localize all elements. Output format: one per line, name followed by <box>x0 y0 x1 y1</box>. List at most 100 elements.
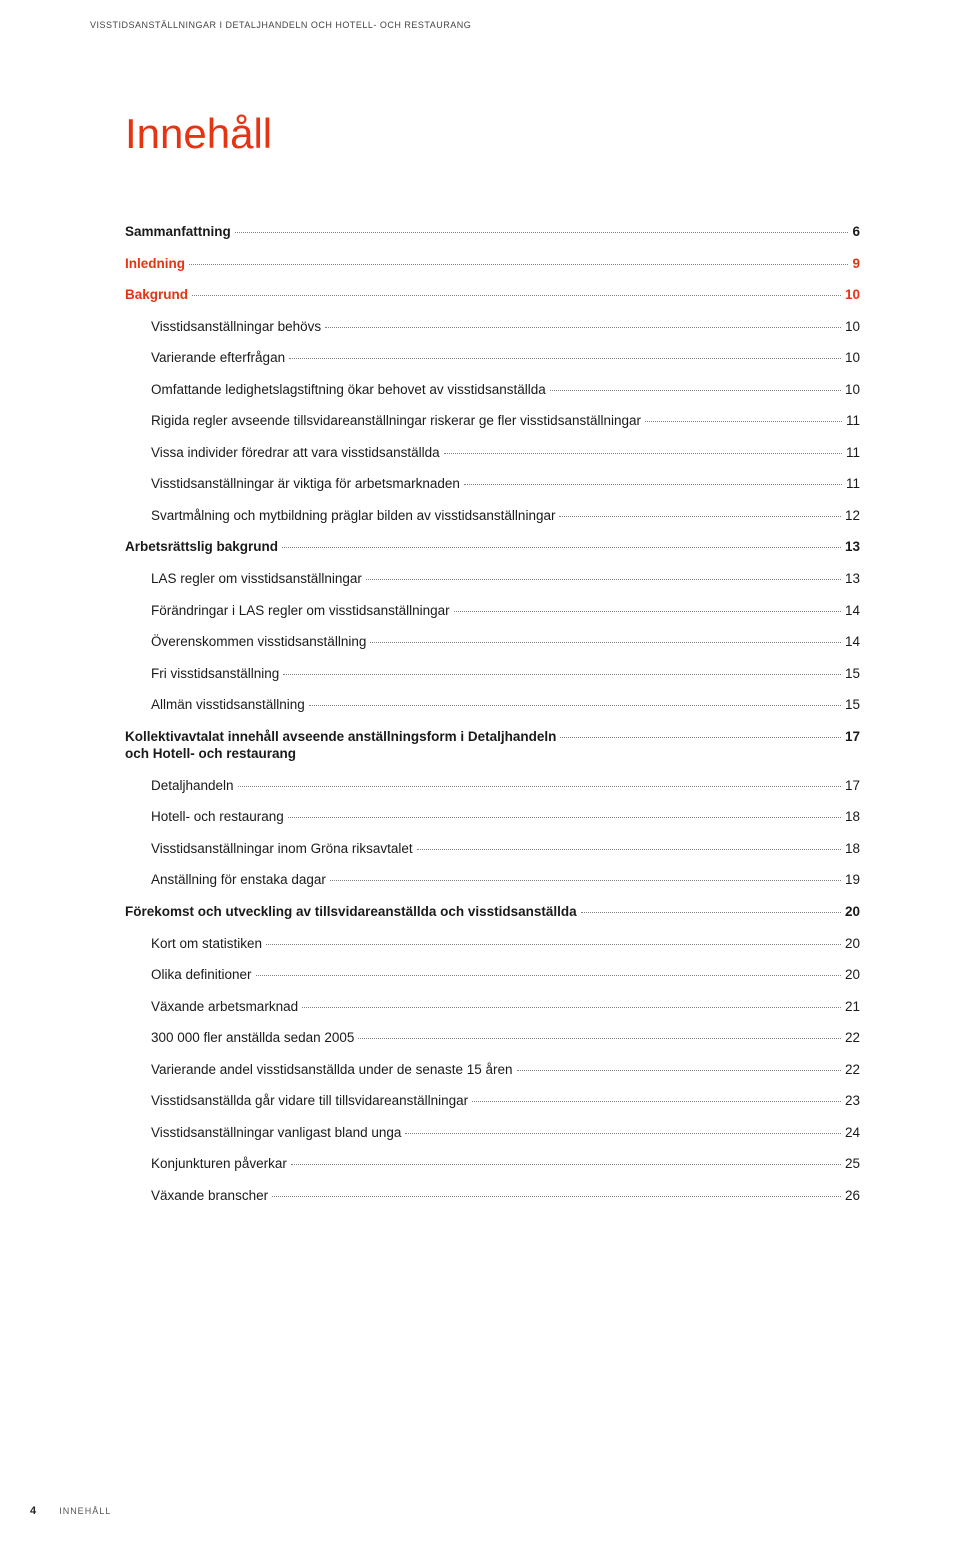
toc-entry: Växande arbetsmarknad 21 <box>125 998 860 1016</box>
toc-leader <box>291 1164 841 1165</box>
toc-entry: Vissa individer föredrar att vara vissti… <box>125 444 860 462</box>
toc-label: Varierande andel visstidsanställda under… <box>151 1061 513 1079</box>
toc-entry: 300 000 fler anställda sedan 200522 <box>125 1029 860 1047</box>
toc-label: Allmän visstidsanställning <box>151 696 305 714</box>
toc-entry: Överenskommen visstidsanställning 14 <box>125 633 860 651</box>
toc-label: Fri visstidsanställning <box>151 665 279 683</box>
toc-page-number: 22 <box>845 1029 860 1047</box>
toc-leader <box>289 358 841 359</box>
toc-page-number: 14 <box>845 633 860 651</box>
toc-page-number: 13 <box>845 538 860 556</box>
toc-label: LAS regler om visstidsanställningar <box>151 570 362 588</box>
toc-page-number: 11 <box>846 412 860 430</box>
toc-page-number: 21 <box>845 998 860 1016</box>
toc-leader <box>444 453 842 454</box>
toc-label: Kort om statistiken <box>151 935 262 953</box>
toc-entry: Varierande efterfrågan 10 <box>125 349 860 367</box>
toc-leader <box>517 1070 841 1071</box>
toc-leader <box>417 849 841 850</box>
toc-page-number: 20 <box>845 935 860 953</box>
toc-entry: Omfattande ledighetslagstiftning ökar be… <box>125 381 860 399</box>
toc-page-number: 13 <box>845 570 860 588</box>
toc-page-number: 23 <box>845 1092 860 1110</box>
page-footer: 4 INNEHÅLL <box>30 1505 111 1517</box>
toc-leader <box>266 944 841 945</box>
toc-leader <box>581 912 841 913</box>
toc-label: Hotell- och restaurang <box>151 808 284 826</box>
footer-label: INNEHÅLL <box>59 1506 111 1516</box>
toc-entry: Hotell- och restaurang 18 <box>125 808 860 826</box>
toc-leader <box>559 516 841 517</box>
toc-page-number: 10 <box>845 381 860 399</box>
toc-entry: Anställning för enstaka dagar19 <box>125 871 860 889</box>
toc-label: Bakgrund <box>125 286 188 304</box>
toc-leader <box>464 484 842 485</box>
toc-label: Växande arbetsmarknad <box>151 998 298 1016</box>
toc-label: Överenskommen visstidsanställning <box>151 633 366 651</box>
toc-page-number: 12 <box>845 507 860 525</box>
page: VISSTIDSANSTÄLLNINGAR I DETALJHANDELN OC… <box>0 0 960 1249</box>
toc-label: Konjunkturen påverkar <box>151 1155 287 1173</box>
toc-leader <box>189 264 848 265</box>
toc-label: Visstidsanställningar inom Gröna riksavt… <box>151 840 413 858</box>
toc-label: Förändringar i LAS regler om visstidsans… <box>151 602 450 620</box>
toc-entry: Visstidsanställda går vidare till tillsv… <box>125 1092 860 1110</box>
toc-entry: Arbetsrättslig bakgrund 13 <box>125 538 860 556</box>
toc-label: Visstidsanställningar behövs <box>151 318 321 336</box>
toc-page-number: 22 <box>845 1061 860 1079</box>
toc-entry: Visstidsanställningar inom Gröna riksavt… <box>125 840 860 858</box>
toc-label: Omfattande ledighetslagstiftning ökar be… <box>151 381 546 399</box>
toc-page-number: 17 <box>845 728 860 746</box>
toc-label: Arbetsrättslig bakgrund <box>125 538 278 556</box>
toc-entry: Bakgrund10 <box>125 286 860 304</box>
toc-label: Visstidsanställningar vanligast bland un… <box>151 1124 401 1142</box>
toc-label: Växande branscher <box>151 1187 268 1205</box>
toc-page-number: 10 <box>845 318 860 336</box>
toc-page-number: 18 <box>845 808 860 826</box>
page-title: Innehåll <box>125 110 870 158</box>
toc-page-number: 20 <box>845 966 860 984</box>
toc-leader <box>302 1007 841 1008</box>
toc-label: Detaljhandeln <box>151 777 234 795</box>
toc-entry: Visstidsanställningar vanligast bland un… <box>125 1124 860 1142</box>
toc-page-number: 24 <box>845 1124 860 1142</box>
toc-leader <box>256 975 841 976</box>
toc-leader <box>325 327 841 328</box>
toc-label: Rigida regler avseende tillsvidareanstäl… <box>151 412 641 430</box>
toc-entry: Visstidsanställningar behövs 10 <box>125 318 860 336</box>
toc-label: Svartmålning och mytbildning präglar bil… <box>151 507 555 525</box>
toc-label: Kollektivavtalat innehåll avseende anstä… <box>125 728 556 763</box>
toc-page-number: 10 <box>845 349 860 367</box>
toc-leader <box>235 232 849 233</box>
toc-page-number: 14 <box>845 602 860 620</box>
toc-leader <box>288 817 841 818</box>
toc-entry: Kort om statistiken 20 <box>125 935 860 953</box>
running-header: VISSTIDSANSTÄLLNINGAR I DETALJHANDELN OC… <box>90 20 870 30</box>
toc-leader <box>366 579 841 580</box>
toc-entry: Inledning9 <box>125 255 860 273</box>
toc-leader <box>454 611 841 612</box>
toc-leader <box>238 786 841 787</box>
toc-leader <box>192 295 841 296</box>
toc-label: Visstidsanställningar är viktiga för arb… <box>151 475 460 493</box>
toc-label: Sammanfattning <box>125 223 231 241</box>
toc-label: Visstidsanställda går vidare till tillsv… <box>151 1092 468 1110</box>
toc-leader <box>560 737 841 738</box>
toc-label: Olika definitioner <box>151 966 252 984</box>
toc-entry: Varierande andel visstidsanställda under… <box>125 1061 860 1079</box>
toc-entry: Kollektivavtalat innehåll avseende anstä… <box>125 728 860 763</box>
toc-leader <box>309 705 841 706</box>
toc-label: Vissa individer föredrar att vara vissti… <box>151 444 440 462</box>
toc-page-number: 19 <box>845 871 860 889</box>
toc-entry: Konjunkturen påverkar25 <box>125 1155 860 1173</box>
toc-label: Varierande efterfrågan <box>151 349 285 367</box>
toc-entry: Förekomst och utveckling av tillsvidarea… <box>125 903 860 921</box>
toc-page-number: 20 <box>845 903 860 921</box>
toc-entry: Fri visstidsanställning15 <box>125 665 860 683</box>
toc-entry: Sammanfattning6 <box>125 223 860 241</box>
page-number: 4 <box>30 1505 36 1517</box>
toc-page-number: 9 <box>852 255 860 273</box>
toc-entry: Förändringar i LAS regler om visstidsans… <box>125 602 860 620</box>
toc-page-number: 11 <box>846 475 860 493</box>
toc-page-number: 11 <box>846 444 860 462</box>
